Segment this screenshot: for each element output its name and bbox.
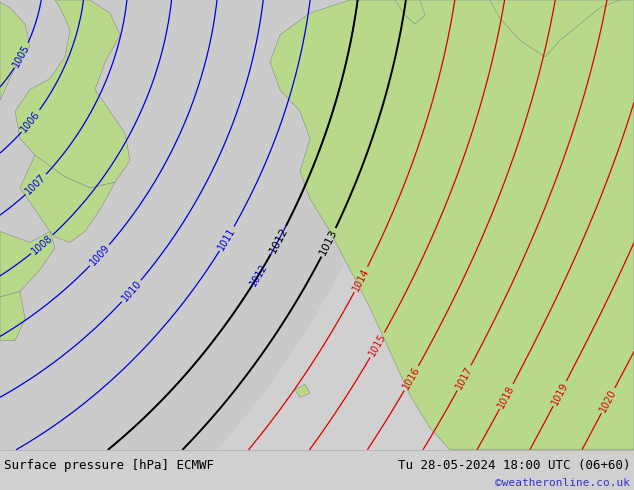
Polygon shape — [270, 0, 634, 450]
Polygon shape — [490, 0, 620, 57]
Text: Surface pressure [hPa] ECMWF: Surface pressure [hPa] ECMWF — [4, 460, 214, 472]
Text: Tu 28-05-2024 18:00 UTC (06+60): Tu 28-05-2024 18:00 UTC (06+60) — [398, 460, 630, 472]
Polygon shape — [15, 0, 130, 188]
Text: 1007: 1007 — [23, 172, 48, 197]
Polygon shape — [0, 231, 55, 297]
Polygon shape — [20, 155, 115, 243]
Text: 1005: 1005 — [11, 42, 32, 69]
Text: 1014: 1014 — [351, 266, 371, 293]
Polygon shape — [295, 384, 310, 397]
Polygon shape — [395, 0, 425, 24]
Text: 1017: 1017 — [454, 365, 474, 391]
Text: 1019: 1019 — [550, 380, 570, 407]
Text: 1012: 1012 — [248, 262, 269, 288]
Text: 1020: 1020 — [598, 387, 618, 414]
Text: 1018: 1018 — [496, 383, 517, 410]
Text: 1010: 1010 — [120, 279, 143, 304]
Text: 1006: 1006 — [19, 108, 42, 134]
Text: 1012: 1012 — [268, 225, 290, 255]
Text: 1013: 1013 — [318, 228, 339, 257]
Text: 1016: 1016 — [401, 365, 422, 392]
Polygon shape — [0, 2, 30, 100]
Text: 1008: 1008 — [30, 233, 55, 256]
Text: 1015: 1015 — [367, 332, 388, 358]
Polygon shape — [0, 292, 25, 341]
Text: 1009: 1009 — [87, 243, 112, 268]
Text: 1011: 1011 — [216, 226, 238, 252]
Text: ©weatheronline.co.uk: ©weatheronline.co.uk — [495, 478, 630, 488]
